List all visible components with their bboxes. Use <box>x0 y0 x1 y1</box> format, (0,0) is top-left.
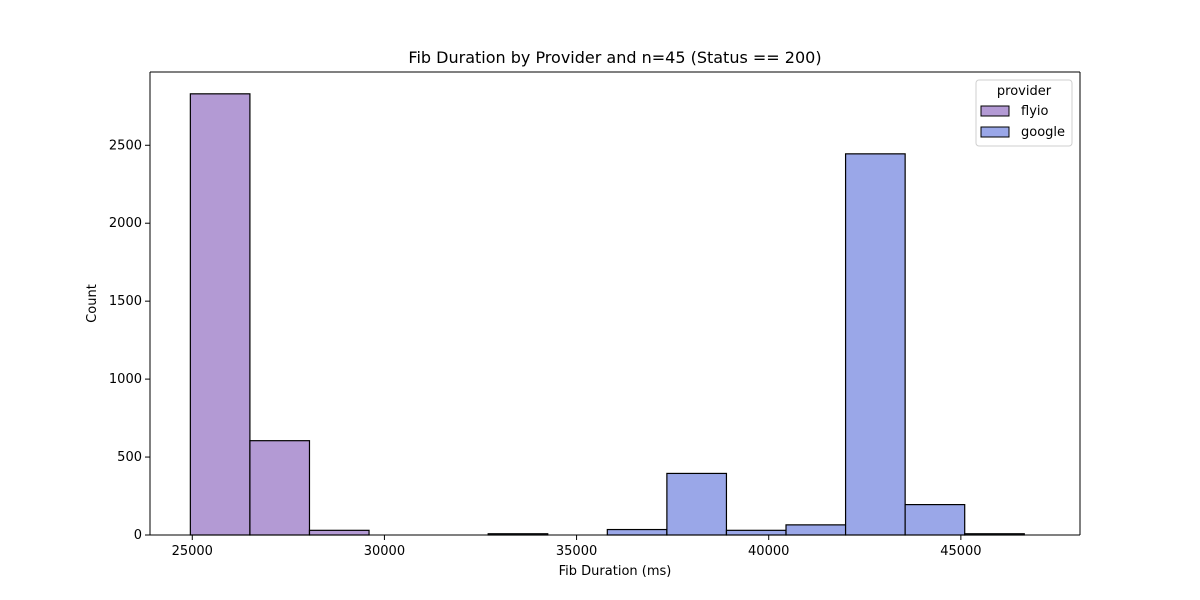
x-tick-label: 45000 <box>940 544 981 559</box>
histogram-bar-flyio-1 <box>189 93 251 536</box>
legend: provider flyio google <box>975 79 1073 147</box>
y-tick-label: 500 <box>117 450 142 465</box>
y-tick-label: 1500 <box>109 294 142 309</box>
histogram-bar-google-3 <box>666 472 728 536</box>
y-tick-label: 1000 <box>109 372 142 387</box>
x-tick-label: 35000 <box>556 544 597 559</box>
histogram-bar-flyio-3 <box>308 529 370 536</box>
x-ticks-layer: 25000 30000 35000 40000 45000 <box>172 535 982 559</box>
legend-title: provider <box>997 84 1052 99</box>
bars-layer <box>189 93 1025 536</box>
histogram-bar-google-4 <box>725 529 787 536</box>
histogram-bar-google-6 <box>844 153 906 536</box>
legend-items: flyio google <box>980 104 1065 140</box>
legend-swatch-google <box>980 126 1010 138</box>
legend-swatch-flyio <box>980 105 1010 117</box>
y-tick-label: 2500 <box>109 138 142 153</box>
y-axis-title: Count <box>85 284 100 323</box>
chart-title: Fib Duration by Provider and n=45 (Statu… <box>408 48 821 67</box>
x-tick-label: 30000 <box>364 544 405 559</box>
y-tick-label: 0 <box>134 528 142 543</box>
histogram-bar-google-5 <box>785 524 847 536</box>
y-tick-label: 2000 <box>109 216 142 231</box>
x-axis-title: Fib Duration (ms) <box>559 564 672 579</box>
legend-label-flyio: flyio <box>1021 104 1048 119</box>
histogram-bar-google-7 <box>904 504 966 536</box>
histogram-bar-flyio-2 <box>249 440 311 536</box>
x-tick-label: 25000 <box>172 544 213 559</box>
histogram-bar-google-2 <box>606 528 668 536</box>
y-ticks-layer: 0 500 1000 1500 2000 2500 <box>109 138 150 543</box>
x-tick-label: 40000 <box>748 544 789 559</box>
legend-label-google: google <box>1021 125 1065 140</box>
